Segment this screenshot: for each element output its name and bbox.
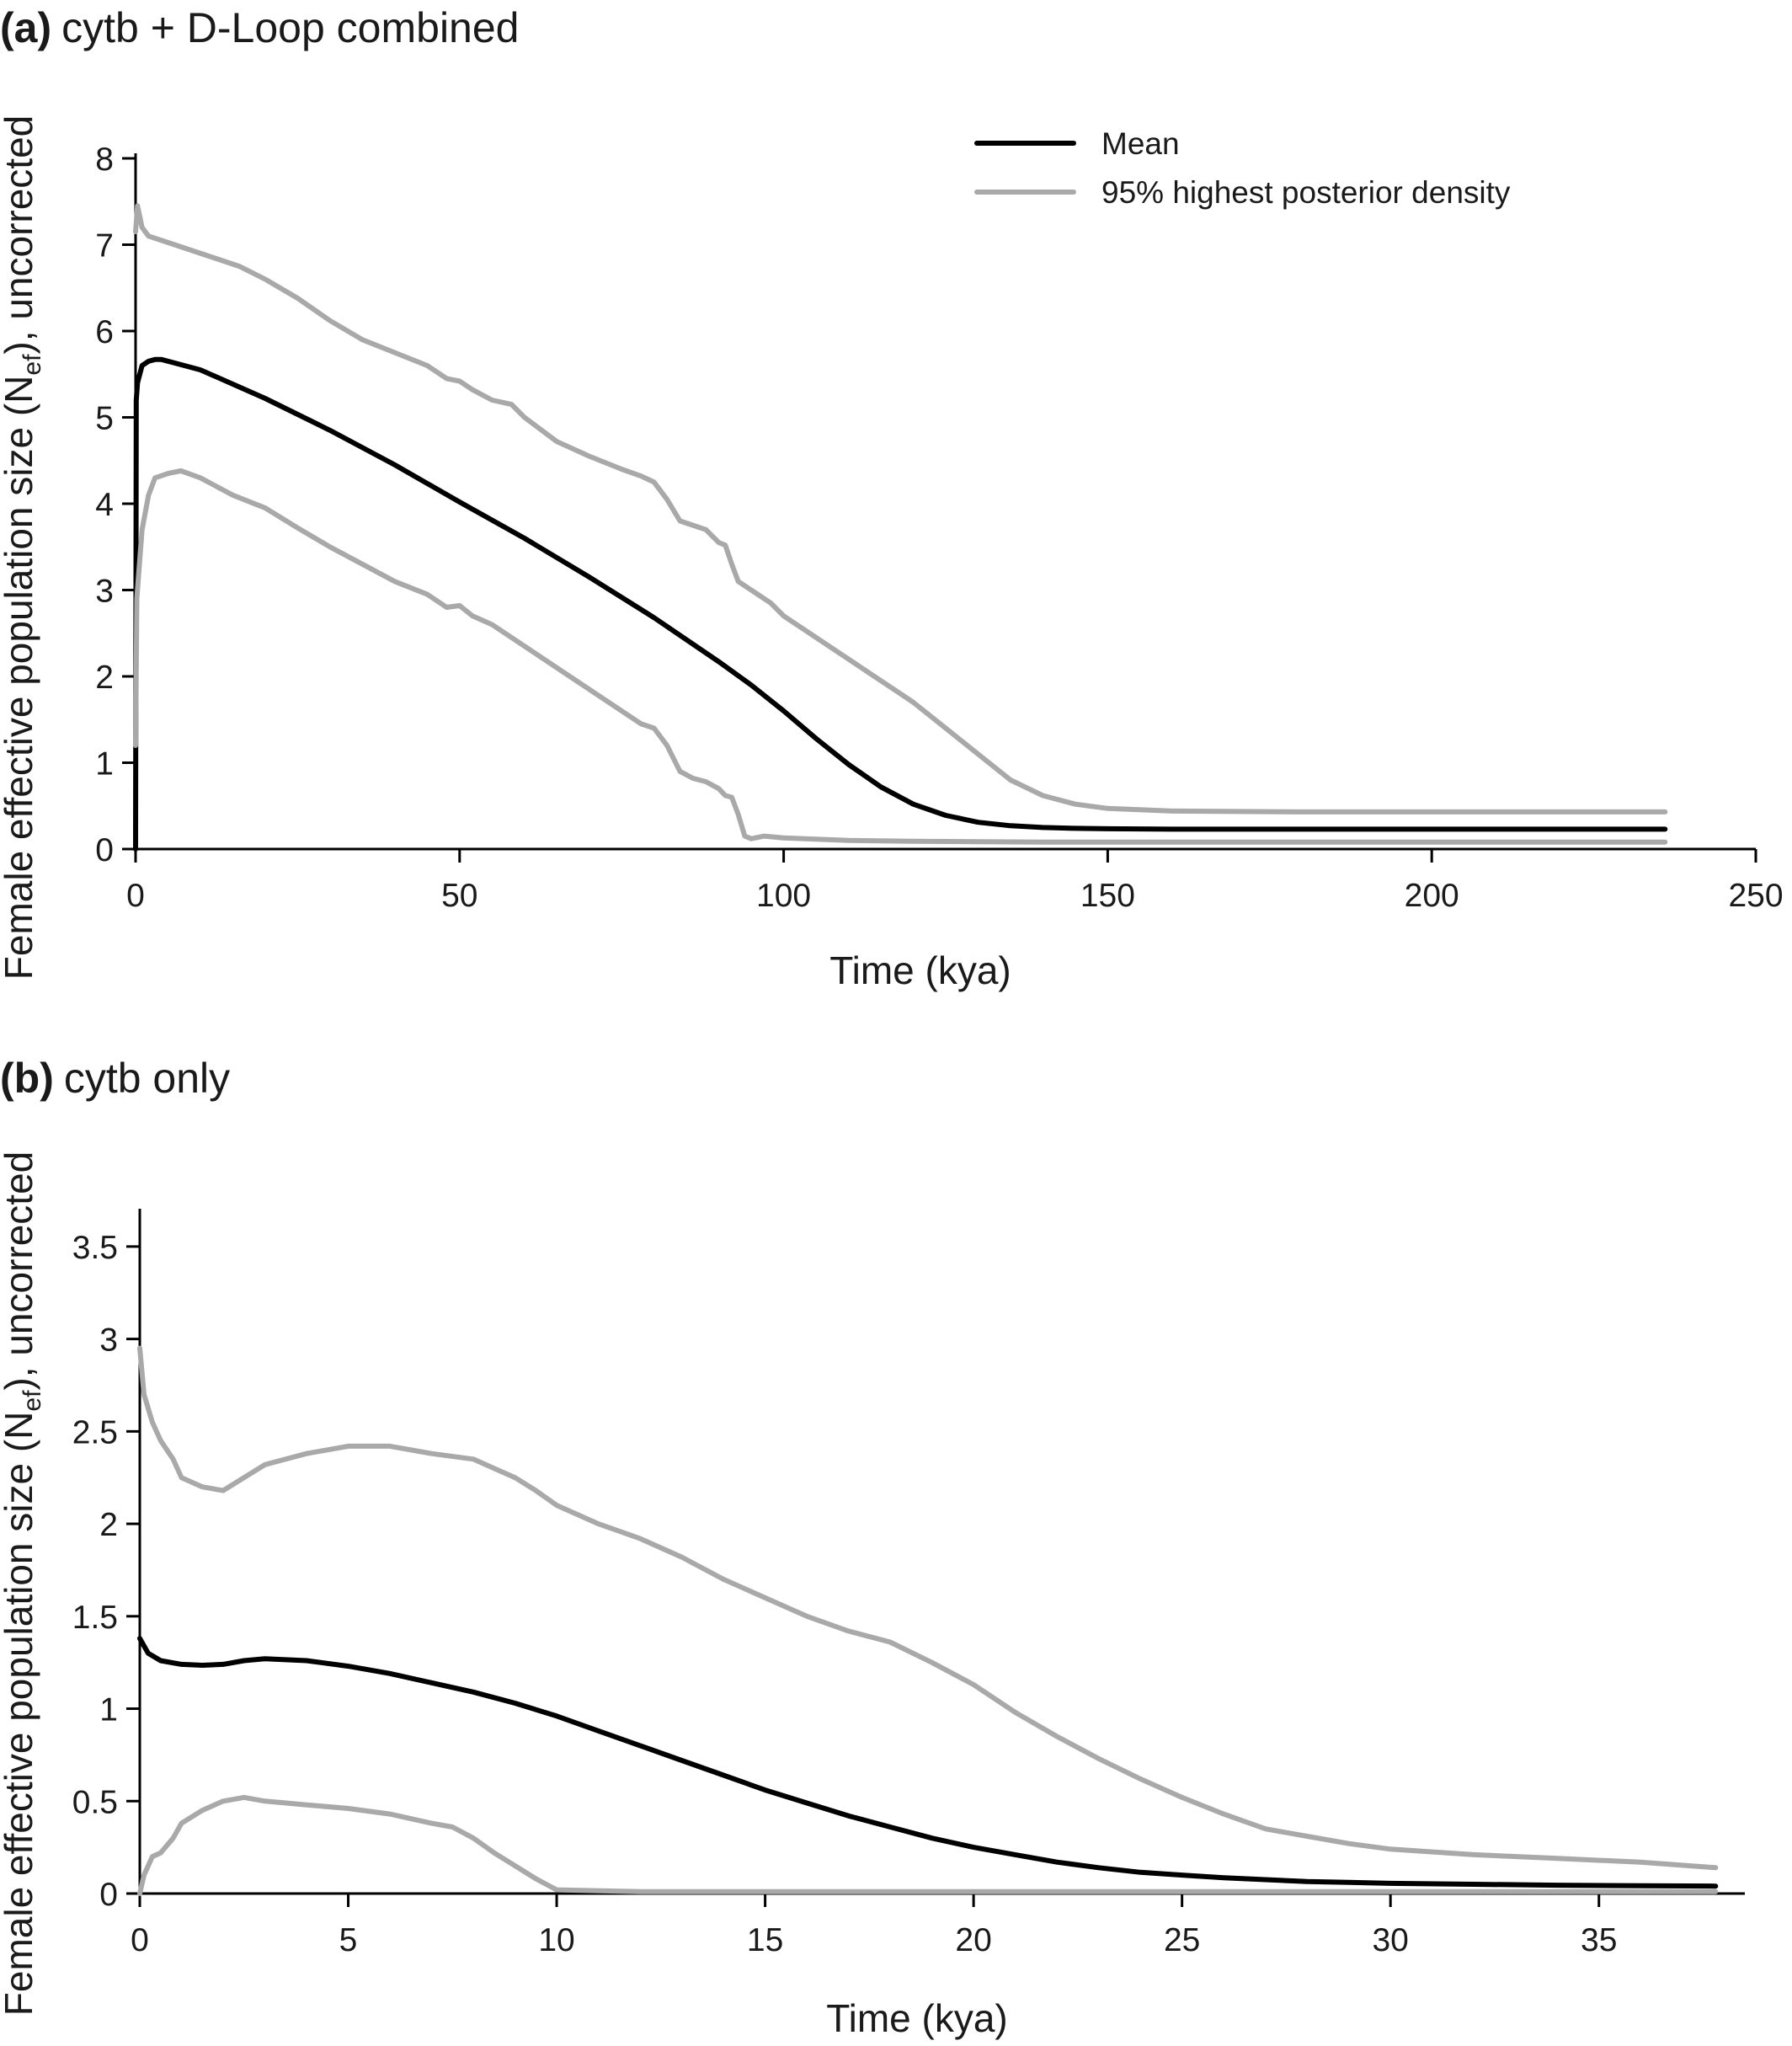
y-axis-label: Female effective population size (Nef), … [0,1151,46,2016]
series-hpd-line [133,468,1668,845]
legend-label: Mean [1101,126,1180,161]
panel-title-text: cytb + D-Loop combined [61,4,519,51]
panel-b: (b) cytb only 0 0.5 1 1.5 2 2.5 3 3.5 0 5 10 15 20 25 30… [0,1055,1745,2040]
x-tick-label: 35 [1581,1922,1617,1958]
y-tick-label: 4 [95,487,114,523]
y-tick-label: 1 [99,1692,118,1728]
y-tick-label: 2 [95,660,114,696]
series-mean-line [137,1636,1719,1889]
y-tick-label: 3 [95,574,114,610]
y-tick-label: 2 [99,1507,118,1543]
panel-title-text: cytb only [64,1055,230,1102]
series-hpd-line [137,1345,1719,1871]
panel-title: (a) cytb + D-Loop combined [0,4,519,51]
panel-title: (b) cytb only [0,1055,230,1102]
series-hpd-line [137,1794,1719,1896]
x-tick-label: 30 [1372,1922,1408,1958]
panel-letter: (a) [0,4,51,51]
panel-a: (a) cytb + D-Loop combined 0 1 2 3 4 5 6 7 8 0 50 100… [0,4,1784,992]
y-tick-label: 0 [95,832,114,868]
series-mean-line [133,356,1668,852]
x-tick-label: 50 [441,878,477,914]
y-tick-label: 7 [95,228,114,264]
x-tick-label: 0 [126,878,145,914]
x-tick-label: 5 [339,1922,358,1958]
x-tick-label: 0 [131,1922,149,1958]
x-tick-label: 100 [756,878,811,914]
y-tick-label: 1 [95,746,114,783]
y-tick-label: 0.5 [72,1784,118,1820]
series-hpd-line [133,203,1668,815]
x-tick-label: 15 [747,1922,783,1958]
y-tick-label: 6 [95,314,114,350]
y-tick-label: 3 [99,1322,118,1359]
y-tick-label: 2.5 [72,1414,118,1450]
x-tick-label: 150 [1080,878,1135,914]
x-tick-label: 250 [1728,878,1783,914]
x-axis-label: Time (kya) [829,948,1011,992]
y-tick-label: 0 [99,1877,118,1913]
x-tick-label: 10 [538,1922,574,1958]
x-axis-label: Time (kya) [826,1996,1008,2040]
x-tick-label: 200 [1405,878,1459,914]
legend: Mean 95% highest posterior density [974,126,1511,210]
y-tick-label: 3.5 [72,1230,118,1266]
x-tick-label: 25 [1164,1922,1200,1958]
y-tick-label: 1.5 [72,1600,118,1636]
x-tick-label: 20 [955,1922,991,1958]
y-axis-label: Female effective population size (Nef), … [0,115,46,980]
y-tick-label: 5 [95,401,114,437]
panel-letter: (b) [0,1055,54,1102]
y-tick-label: 8 [95,142,114,178]
legend-label: 95% highest posterior density [1101,175,1511,210]
